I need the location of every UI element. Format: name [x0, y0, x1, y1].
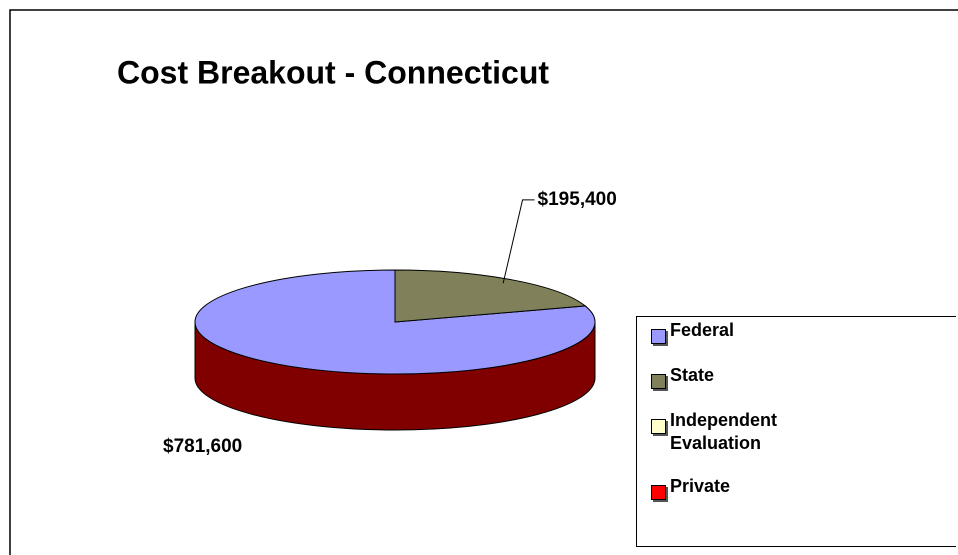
- leader-line: [502, 199, 535, 284]
- legend-item: Federal: [651, 319, 956, 344]
- legend-label: Independent Evaluation: [670, 410, 777, 453]
- legend-swatch: [651, 485, 666, 500]
- legend-swatch: [651, 329, 666, 344]
- legend-label: State: [670, 365, 715, 385]
- legend-item: Independent Evaluation: [651, 409, 956, 455]
- legend: Federal State Independent Evaluation Privat…: [636, 316, 956, 547]
- chart-title: Cost Breakout - Connecticut: [117, 54, 549, 90]
- legend-swatch: [651, 374, 666, 389]
- chart-frame: [9, 9, 958, 555]
- legend-item: State: [651, 364, 956, 389]
- data-label: $195,400: [538, 189, 617, 210]
- pie: $781,600 $195,400: [163, 189, 617, 457]
- legend-swatch: [651, 419, 666, 434]
- legend-label: Federal: [670, 320, 735, 340]
- data-label: $781,600: [163, 436, 242, 457]
- legend-label: Private: [670, 476, 731, 496]
- legend-item: Private: [651, 475, 956, 500]
- pie-slice: [394, 269, 587, 323]
